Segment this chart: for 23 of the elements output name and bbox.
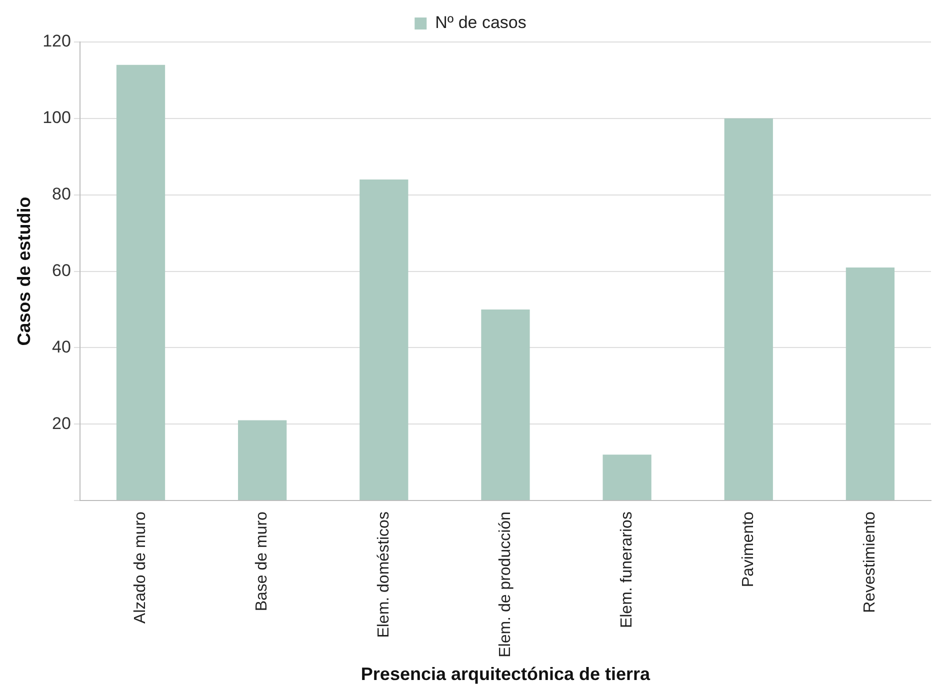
bar (724, 118, 773, 500)
y-tick-label: 100 (42, 108, 71, 128)
y-tick-label: 120 (42, 32, 71, 51)
y-tick-label: 60 (52, 260, 71, 280)
bar (360, 180, 408, 500)
x-tick-label: Pavimento (740, 511, 758, 588)
x-tick-label: Base de muro (254, 511, 271, 612)
x-tick-label: Revestimiento (862, 511, 879, 613)
legend-label: Nº de casos (435, 13, 526, 32)
x-axis-title: Presencia arquitectónica de tierra (360, 664, 652, 684)
y-tick-label: 40 (52, 337, 71, 356)
x-tick-label: Elem. domésticos (375, 512, 392, 638)
y-axis-title: Casos de estudio (14, 196, 34, 346)
x-tick-label: Elem. de producción (496, 512, 514, 658)
bar (238, 420, 287, 500)
bar (602, 454, 652, 500)
bar (116, 64, 166, 500)
bar (846, 267, 895, 500)
x-tick-label: Alzado de muro (132, 511, 150, 624)
x-tick-label: Elem. funerarios (618, 512, 636, 628)
bar (481, 309, 530, 500)
y-tick-label: 20 (52, 414, 71, 433)
y-tick-label: 80 (52, 184, 71, 204)
